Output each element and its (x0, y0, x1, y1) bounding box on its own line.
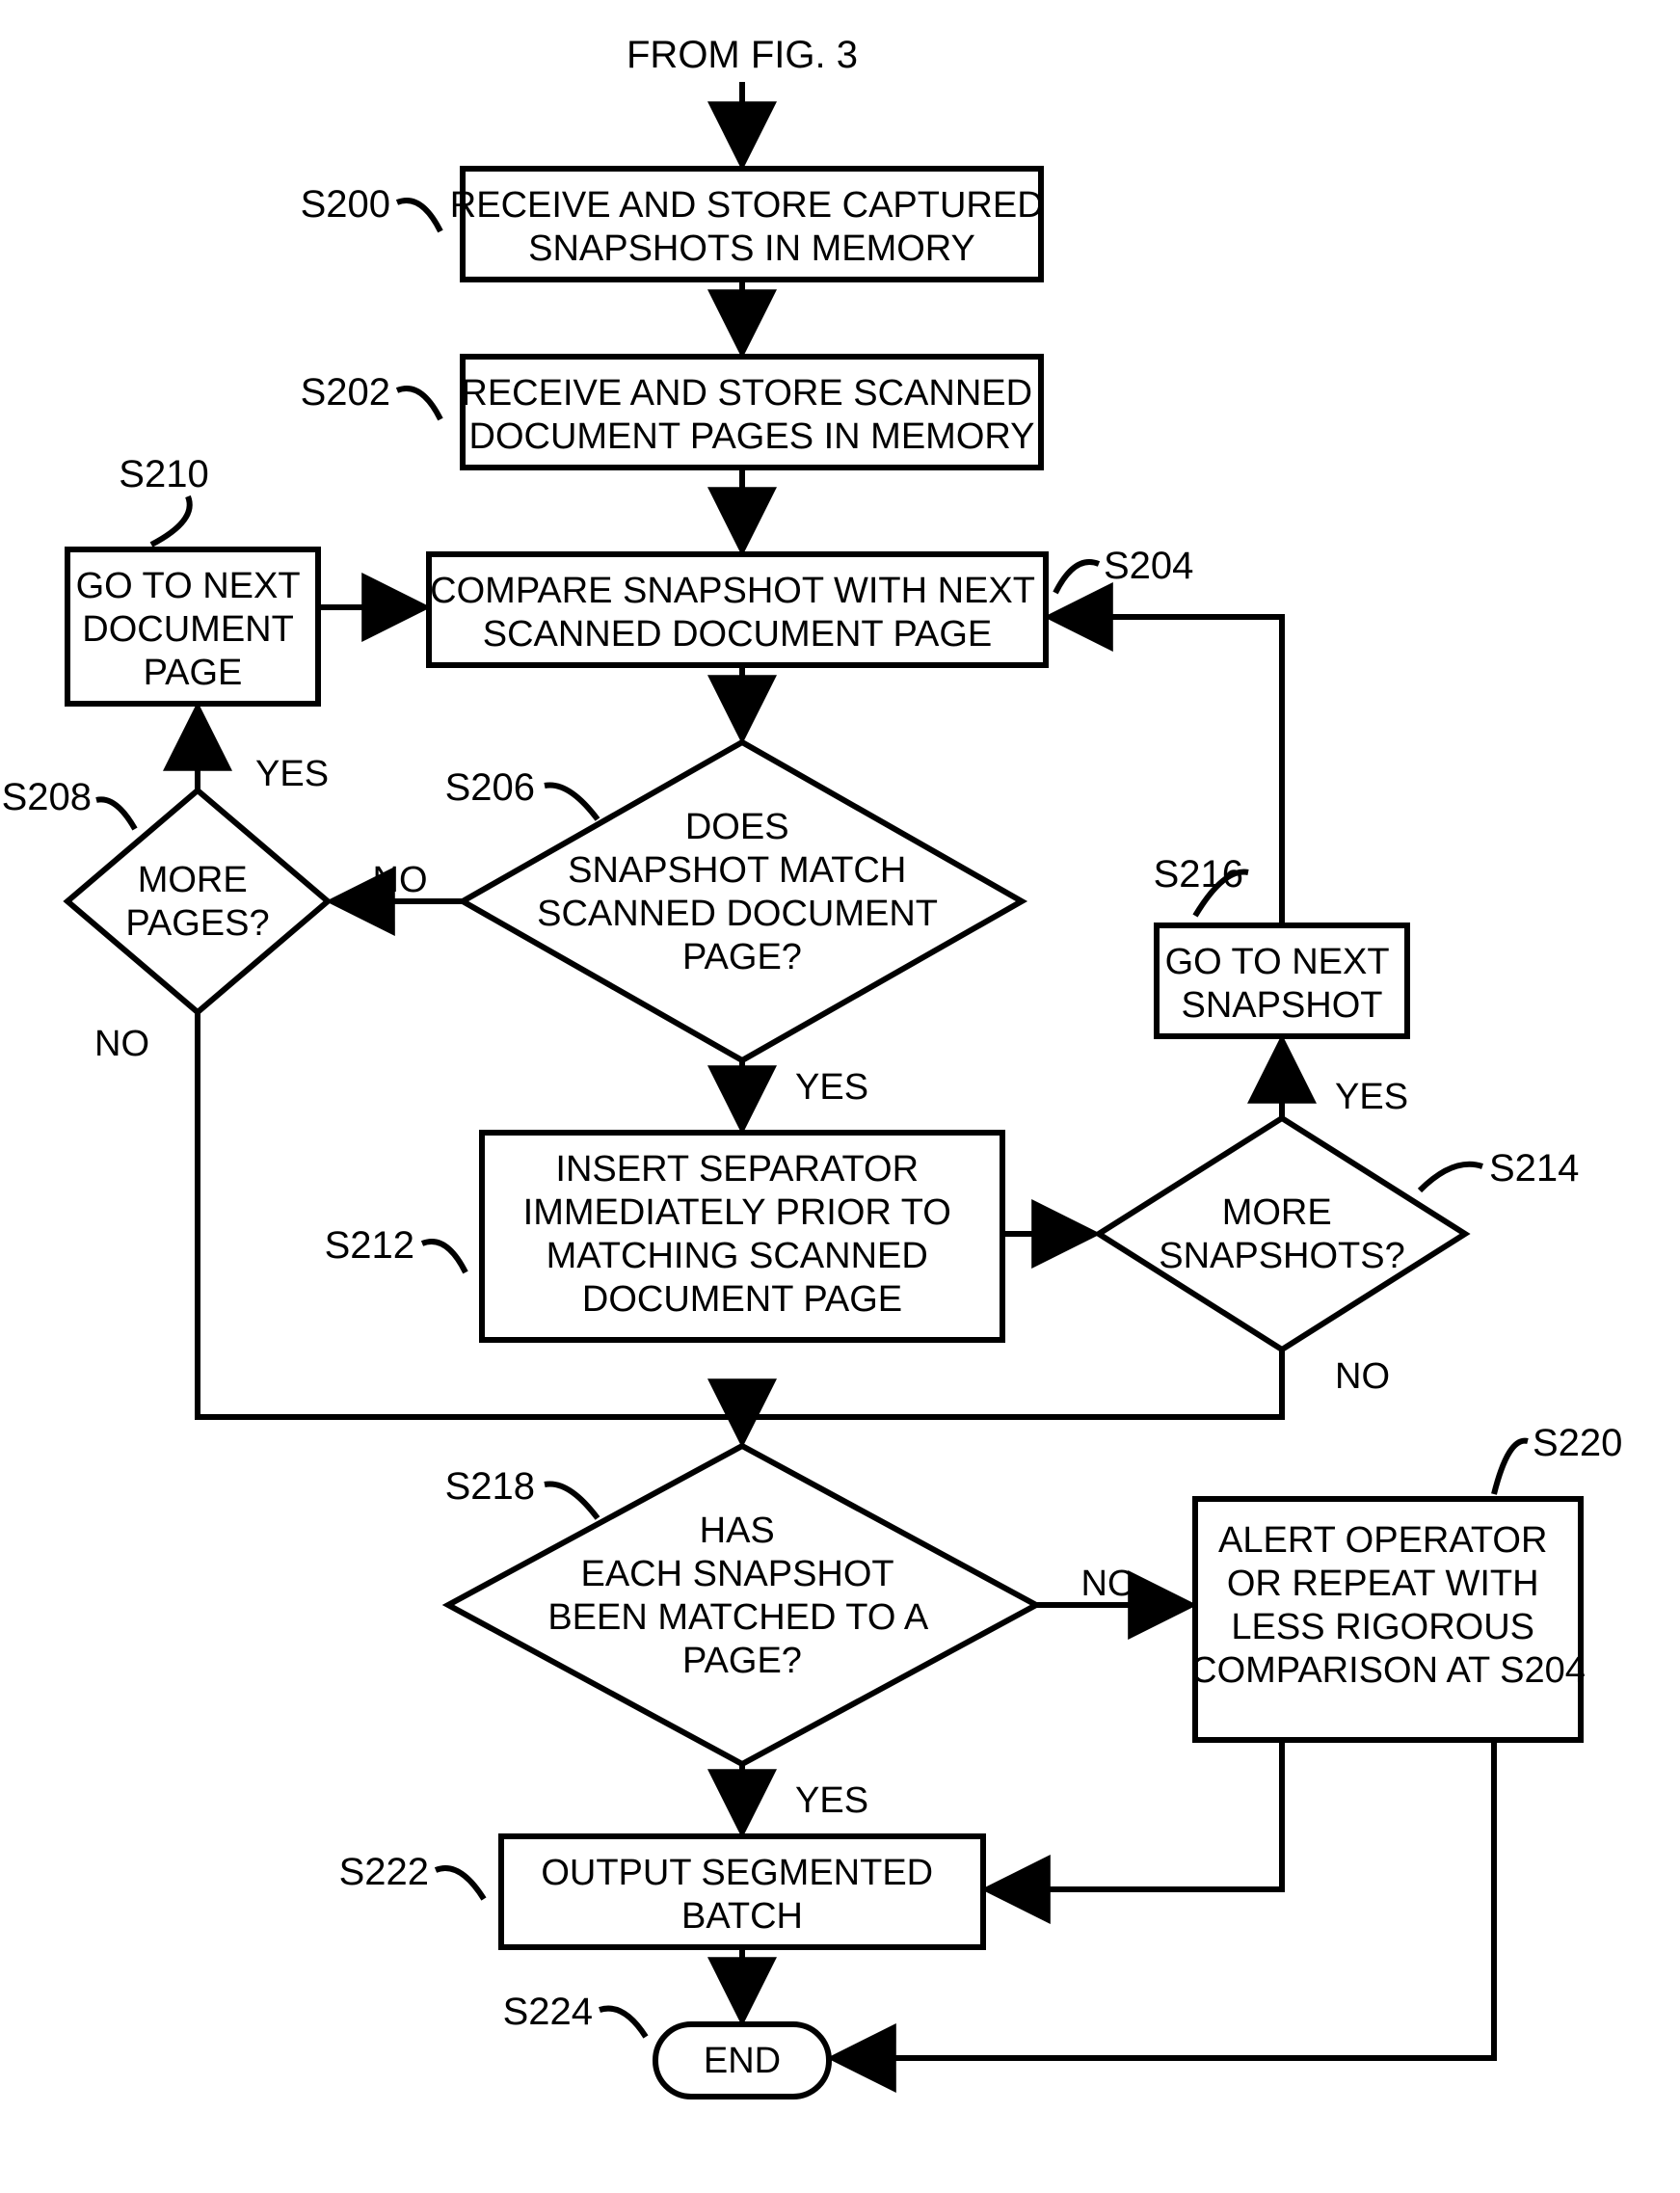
ref-s214: S214 (1489, 1147, 1579, 1190)
node-s224-text: END (704, 2041, 781, 2081)
ref-s204: S204 (1104, 545, 1193, 587)
ref-s220: S220 (1533, 1422, 1622, 1464)
flowchart-diagram: FROM FIG. 3 RECEIVE AND STORE CAPTURED S… (0, 0, 1680, 2193)
edge-s220-to-s222 (988, 1740, 1282, 1889)
from-fig-3-label: FROM FIG. 3 (627, 34, 858, 76)
ref-s212: S212 (325, 1224, 414, 1267)
ref-s200-tick (397, 201, 440, 231)
ref-s224: S224 (503, 1991, 593, 2033)
label-s214-no: NO (1335, 1356, 1390, 1397)
edge-s214-no-to-s218 (742, 1350, 1282, 1441)
ref-s204-tick (1055, 562, 1099, 593)
ref-s210: S210 (119, 453, 208, 495)
ref-s202: S202 (301, 371, 390, 414)
ref-s206-tick (545, 785, 598, 819)
node-s214 (1099, 1118, 1465, 1350)
ref-s212-tick (422, 1242, 466, 1272)
label-s206-no: NO (373, 860, 428, 900)
ref-s208: S208 (2, 776, 92, 818)
label-s218-no: NO (1081, 1564, 1136, 1604)
ref-s222-tick (436, 1868, 484, 1899)
ref-s206: S206 (445, 766, 535, 809)
label-s218-yes: YES (795, 1780, 868, 1821)
ref-s202-tick (397, 388, 440, 419)
ref-s220-tick (1494, 1441, 1528, 1494)
label-s208-yes: YES (255, 754, 329, 794)
ref-s224-tick (600, 2009, 646, 2037)
ref-s218: S218 (445, 1465, 535, 1508)
label-s208-no: NO (94, 1024, 149, 1064)
ref-s208-tick (96, 799, 135, 829)
ref-s222: S222 (339, 1851, 429, 1893)
node-s208 (67, 790, 328, 1012)
label-s214-yes: YES (1335, 1077, 1408, 1117)
ref-s200: S200 (301, 183, 390, 226)
label-s206-yes: YES (795, 1067, 868, 1108)
ref-s210-tick (151, 496, 190, 545)
ref-s218-tick (545, 1484, 598, 1518)
ref-s214-tick (1420, 1164, 1482, 1190)
